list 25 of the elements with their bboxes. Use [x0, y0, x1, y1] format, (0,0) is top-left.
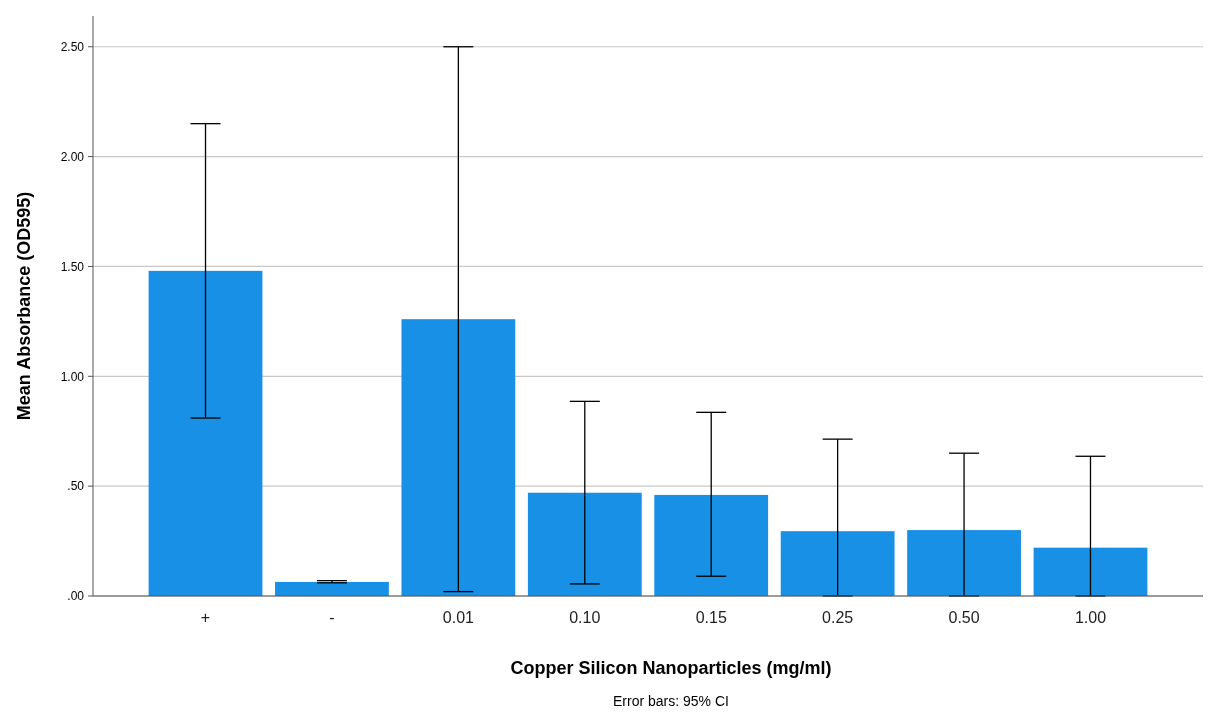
bar — [527, 492, 642, 596]
y-tick-label: 1.50 — [60, 259, 85, 274]
bar — [1033, 547, 1148, 596]
x-tick-label: 1.00 — [1074, 609, 1107, 626]
bar — [275, 581, 389, 596]
y-tick-label: .50 — [67, 479, 85, 494]
text: Error bars: 95% CI — [613, 693, 729, 709]
x-tick-label: 0.10 — [569, 609, 601, 626]
y-tick-label: 2.00 — [60, 149, 85, 164]
bar — [148, 270, 263, 596]
x-tick-label: + — [200, 609, 211, 626]
x-tick-label: 0.01 — [442, 609, 475, 626]
y-tick-label: 2.50 — [60, 39, 85, 54]
bar — [654, 494, 769, 596]
x-tick-label: 0.25 — [822, 609, 854, 626]
bar — [907, 530, 1021, 596]
x-tick-label: 0.15 — [695, 609, 727, 626]
x-axis-title: Copper Silicon Nanoparticles (mg/ml) — [510, 658, 832, 678]
y-tick-label: .00 — [67, 589, 85, 604]
y-axis-title: Mean Absorbance (OD595) — [14, 191, 34, 421]
x-tick-label: - — [329, 609, 335, 626]
y-tick-label: 1.00 — [60, 369, 85, 384]
bar — [780, 531, 895, 596]
bar — [401, 319, 516, 596]
x-tick-label: 0.50 — [948, 609, 980, 626]
